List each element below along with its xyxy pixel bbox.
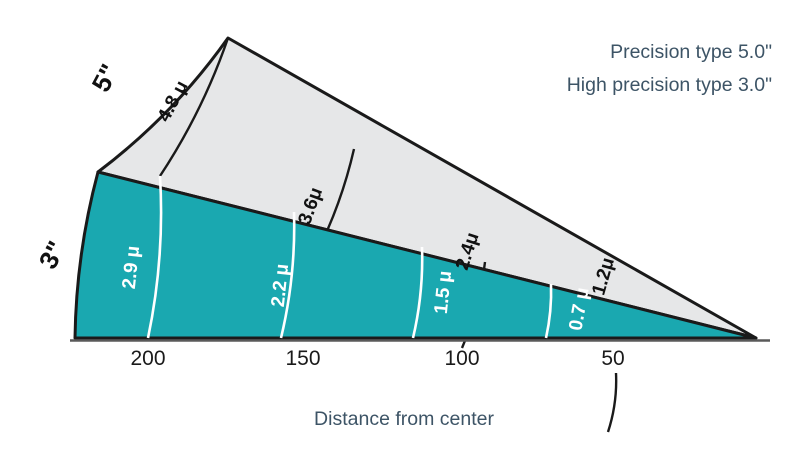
x-tick-label-50: 50	[601, 347, 624, 370]
outer-arc-divider-4	[606, 372, 618, 433]
inner-arc-divider-1	[146, 175, 163, 339]
inner-arc-divider-3	[411, 246, 424, 339]
outer-wedge-fill	[98, 38, 756, 338]
inner-wedge-outline	[73, 170, 758, 340]
inner-segment-label-3: 1.5 μ	[431, 270, 456, 315]
x-axis-title: Distance from center	[314, 408, 494, 430]
outer-wedge-outline	[96, 36, 758, 340]
inner-segment-label-1: 2.9 μ	[119, 245, 144, 290]
outer-arc-divider-1	[158, 37, 230, 177]
x-tick-label-150: 150	[285, 347, 320, 370]
inner-segment-label-2: 2.2 μ	[268, 263, 293, 308]
x-tick-label-100: 100	[444, 347, 479, 370]
x-tick-label-200: 200	[130, 347, 165, 370]
inner-arc-divider-2	[279, 211, 296, 339]
inner-arc-divider-4	[544, 283, 553, 339]
legend-line-precision-type: Precision type 5.0"	[610, 41, 772, 63]
inner-wedge-group	[73, 170, 758, 340]
legend-line-high-precision-type: High precision type 3.0"	[567, 74, 772, 96]
